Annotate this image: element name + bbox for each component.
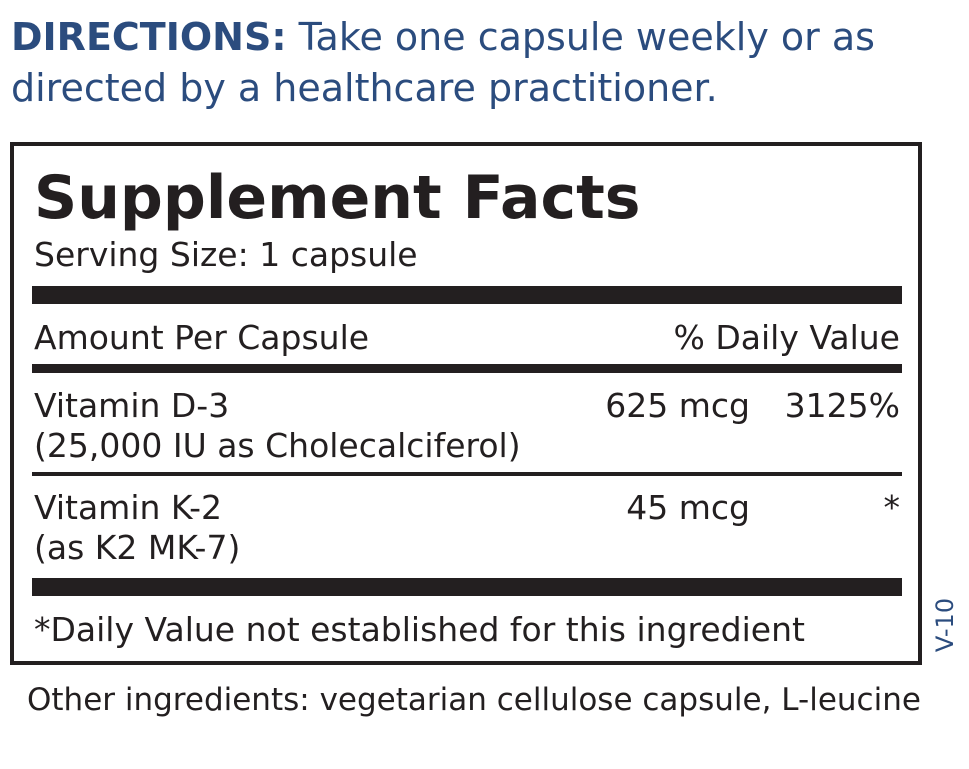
ingredient-amount: 45 mcg [626,488,750,527]
ingredient-detail: (as K2 MK-7) [34,528,241,567]
directions-body: Take one capsule weekly or as directed b… [11,15,875,110]
supplement-facts-panel: Supplement Facts Serving Size: 1 capsule… [10,142,922,665]
version-code-text: V-10 [931,597,959,653]
amount-per-capsule-header: Amount Per Capsule [34,318,370,357]
directions-label: DIRECTIONS: [11,15,287,59]
directions-text: DIRECTIONS: Take one capsule weekly or a… [11,12,961,114]
ingredient-name: Vitamin D-3 [34,386,230,425]
ingredient-detail: (25,000 IU as Cholecalciferol) [34,426,521,465]
other-ingredients: Other ingredients: vegetarian cellulose … [27,682,921,718]
daily-value-header: % Daily Value [673,318,900,357]
ingredient-daily-value: * [883,488,901,527]
medium-divider [32,364,902,373]
thin-divider [32,472,902,476]
ingredient-daily-value: 3125% [784,386,900,425]
thick-divider-top [32,286,902,304]
serving-size: Serving Size: 1 capsule [34,235,418,274]
ingredient-name: Vitamin K-2 [34,488,222,527]
daily-value-footnote: *Daily Value not established for this in… [34,610,805,649]
facts-title: Supplement Facts [34,163,641,233]
ingredient-amount: 625 mcg [605,386,750,425]
version-code: V-10 [928,590,962,660]
thick-divider-bottom [32,578,902,596]
